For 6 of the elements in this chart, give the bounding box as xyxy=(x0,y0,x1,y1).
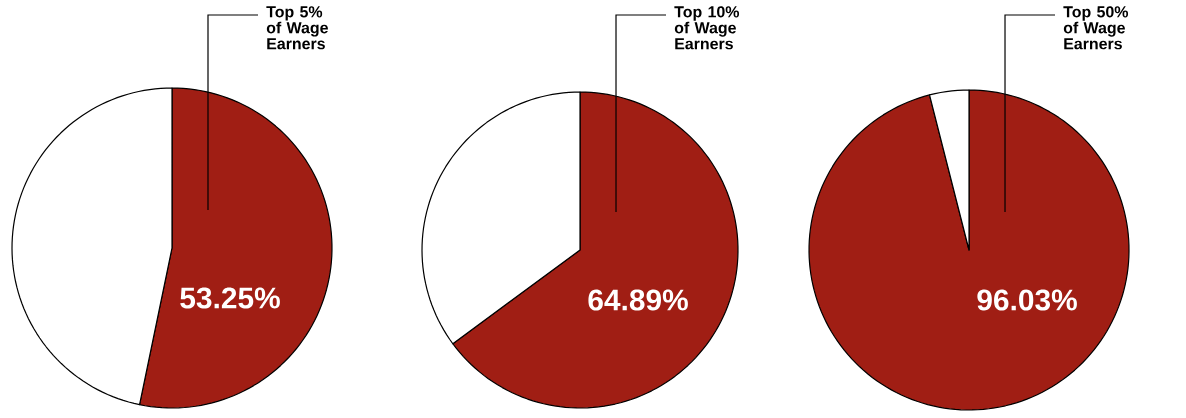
slice-label: Top 50% of Wage Earners xyxy=(1063,6,1129,50)
data-label: 64.89% xyxy=(588,289,688,311)
slice-label: Top 5% of Wage Earners xyxy=(266,6,328,50)
data-label: 53.25% xyxy=(180,287,280,309)
slice-label: Top 10% of Wage Earners xyxy=(674,6,740,50)
data-label: 96.03% xyxy=(977,289,1077,311)
